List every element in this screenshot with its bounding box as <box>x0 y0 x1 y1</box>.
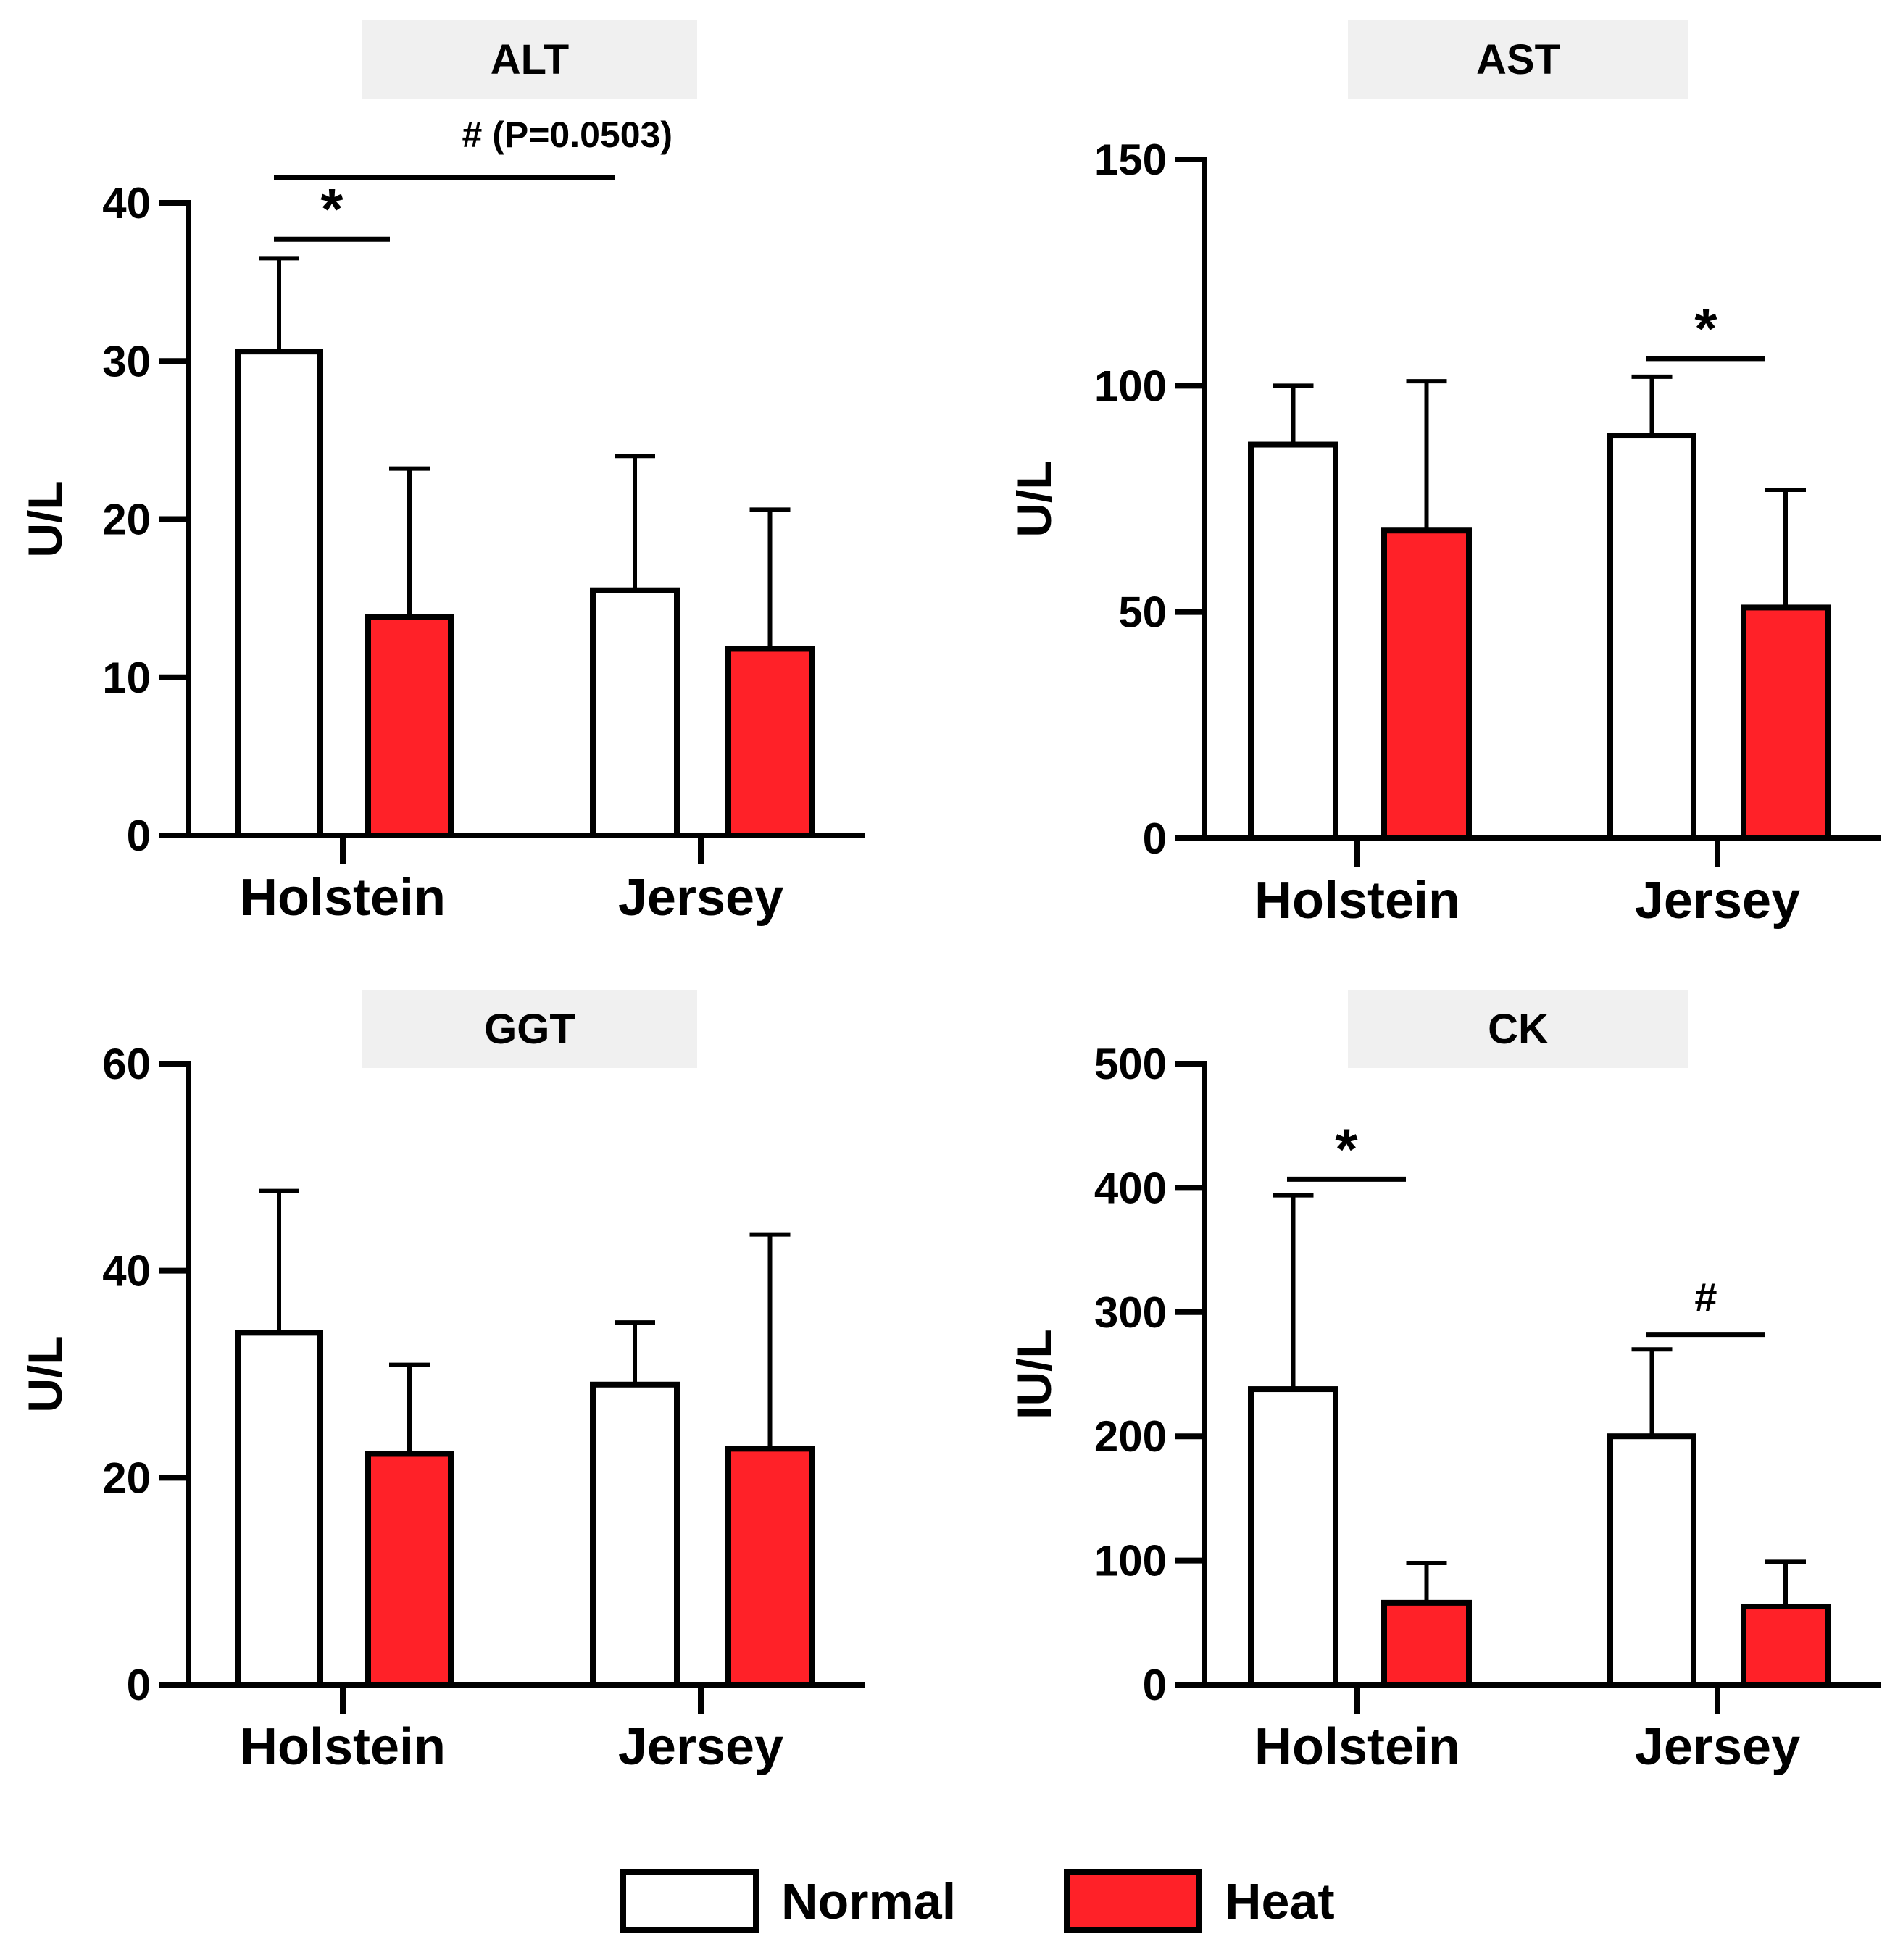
bar-normal-holstein <box>1248 1386 1338 1688</box>
y-tick-label: 200 <box>1094 1412 1167 1461</box>
y-tick-label: 50 <box>1118 588 1167 637</box>
y-tick-label: 400 <box>1094 1164 1167 1212</box>
y-tick-label: 30 <box>102 337 151 385</box>
bar-normal-holstein <box>1248 441 1338 841</box>
y-tick-label: 100 <box>1094 1537 1167 1585</box>
y-tick-label: 60 <box>102 1040 151 1088</box>
y-tick-label: 150 <box>1094 135 1167 184</box>
y-tick-label: 40 <box>102 1247 151 1296</box>
y-tick-label: 10 <box>102 654 151 702</box>
significance-label: * <box>1335 1117 1358 1181</box>
panel-title: GGT <box>484 1006 575 1053</box>
bar-normal-jersey <box>590 587 680 839</box>
panel-title-box <box>362 20 697 99</box>
y-tick-label: 0 <box>127 1661 151 1709</box>
y-tick-label: 300 <box>1094 1288 1167 1337</box>
x-tick-label: Jersey <box>1635 872 1800 930</box>
y-axis-label: U/L <box>18 480 72 557</box>
bar-heat-jersey <box>725 1446 815 1688</box>
x-tick-label: Holstein <box>1254 872 1460 930</box>
panel-title-box <box>1348 990 1688 1068</box>
y-tick-label: 0 <box>1143 814 1167 863</box>
bar-normal-jersey <box>1607 433 1696 841</box>
legend-label-normal: Normal <box>781 1873 956 1930</box>
y-tick-label: 0 <box>1143 1661 1167 1709</box>
significance-label: * <box>1694 296 1717 361</box>
legend-swatch-heat <box>1064 1869 1202 1933</box>
y-axis-label: U/L <box>18 1335 72 1412</box>
legend: Normal Heat <box>620 1869 1335 1933</box>
y-axis-label: IU/L <box>1007 1329 1061 1419</box>
x-tick-label: Holstein <box>240 869 446 927</box>
legend-swatch-normal <box>620 1869 759 1933</box>
panel-title-box <box>1348 20 1688 99</box>
x-tick-label: Jersey <box>618 869 783 927</box>
bar-heat-holstein <box>365 1451 454 1688</box>
legend-label-heat: Heat <box>1225 1873 1335 1930</box>
panel-title: CK <box>1488 1006 1549 1053</box>
y-tick-label: 100 <box>1094 362 1167 410</box>
chart-panel-ggt: GGT U/L 0 20 40 60 Holstein Jersey <box>18 990 865 1776</box>
bar-heat-holstein <box>365 614 454 838</box>
x-tick-label: Holstein <box>240 1718 446 1776</box>
y-tick-label: 0 <box>127 812 151 860</box>
x-tick-label: Jersey <box>618 1718 783 1776</box>
bar-heat-jersey <box>1741 604 1831 841</box>
significance-label: # (P=0.0503) <box>462 114 672 155</box>
x-tick-label: Jersey <box>1635 1718 1800 1776</box>
bar-normal-jersey <box>1607 1433 1696 1688</box>
bar-heat-jersey <box>725 646 815 839</box>
chart-panel-ck: CK IU/L 0 100 200 300 400 500 Holstein Jersey * # <box>1007 990 1881 1776</box>
bar-heat-jersey <box>1741 1604 1831 1688</box>
y-axis-label: U/L <box>1007 460 1061 537</box>
bar-normal-holstein <box>235 1330 323 1688</box>
significance-label: * <box>320 177 343 241</box>
significance-label: # <box>1694 1275 1717 1320</box>
y-tick-label: 20 <box>102 496 151 544</box>
bar-normal-jersey <box>590 1381 680 1688</box>
y-tick-label: 500 <box>1094 1040 1167 1088</box>
chart-panel-alt: ALT U/L 0 10 20 30 40 Holstein Jersey * # (P=0.050… <box>18 20 865 927</box>
y-tick-label: 40 <box>102 179 151 228</box>
panel-title: AST <box>1476 36 1560 83</box>
chart-panel-ast: AST U/L 0 50 100 150 Holstein Jersey * <box>1007 20 1881 930</box>
panel-title-box <box>362 990 697 1068</box>
x-tick-label: Holstein <box>1254 1718 1460 1776</box>
bar-heat-holstein <box>1381 527 1472 842</box>
panel-title: ALT <box>491 36 569 83</box>
bar-heat-holstein <box>1381 1599 1472 1688</box>
bar-normal-holstein <box>235 349 323 838</box>
y-tick-label: 20 <box>102 1454 151 1502</box>
